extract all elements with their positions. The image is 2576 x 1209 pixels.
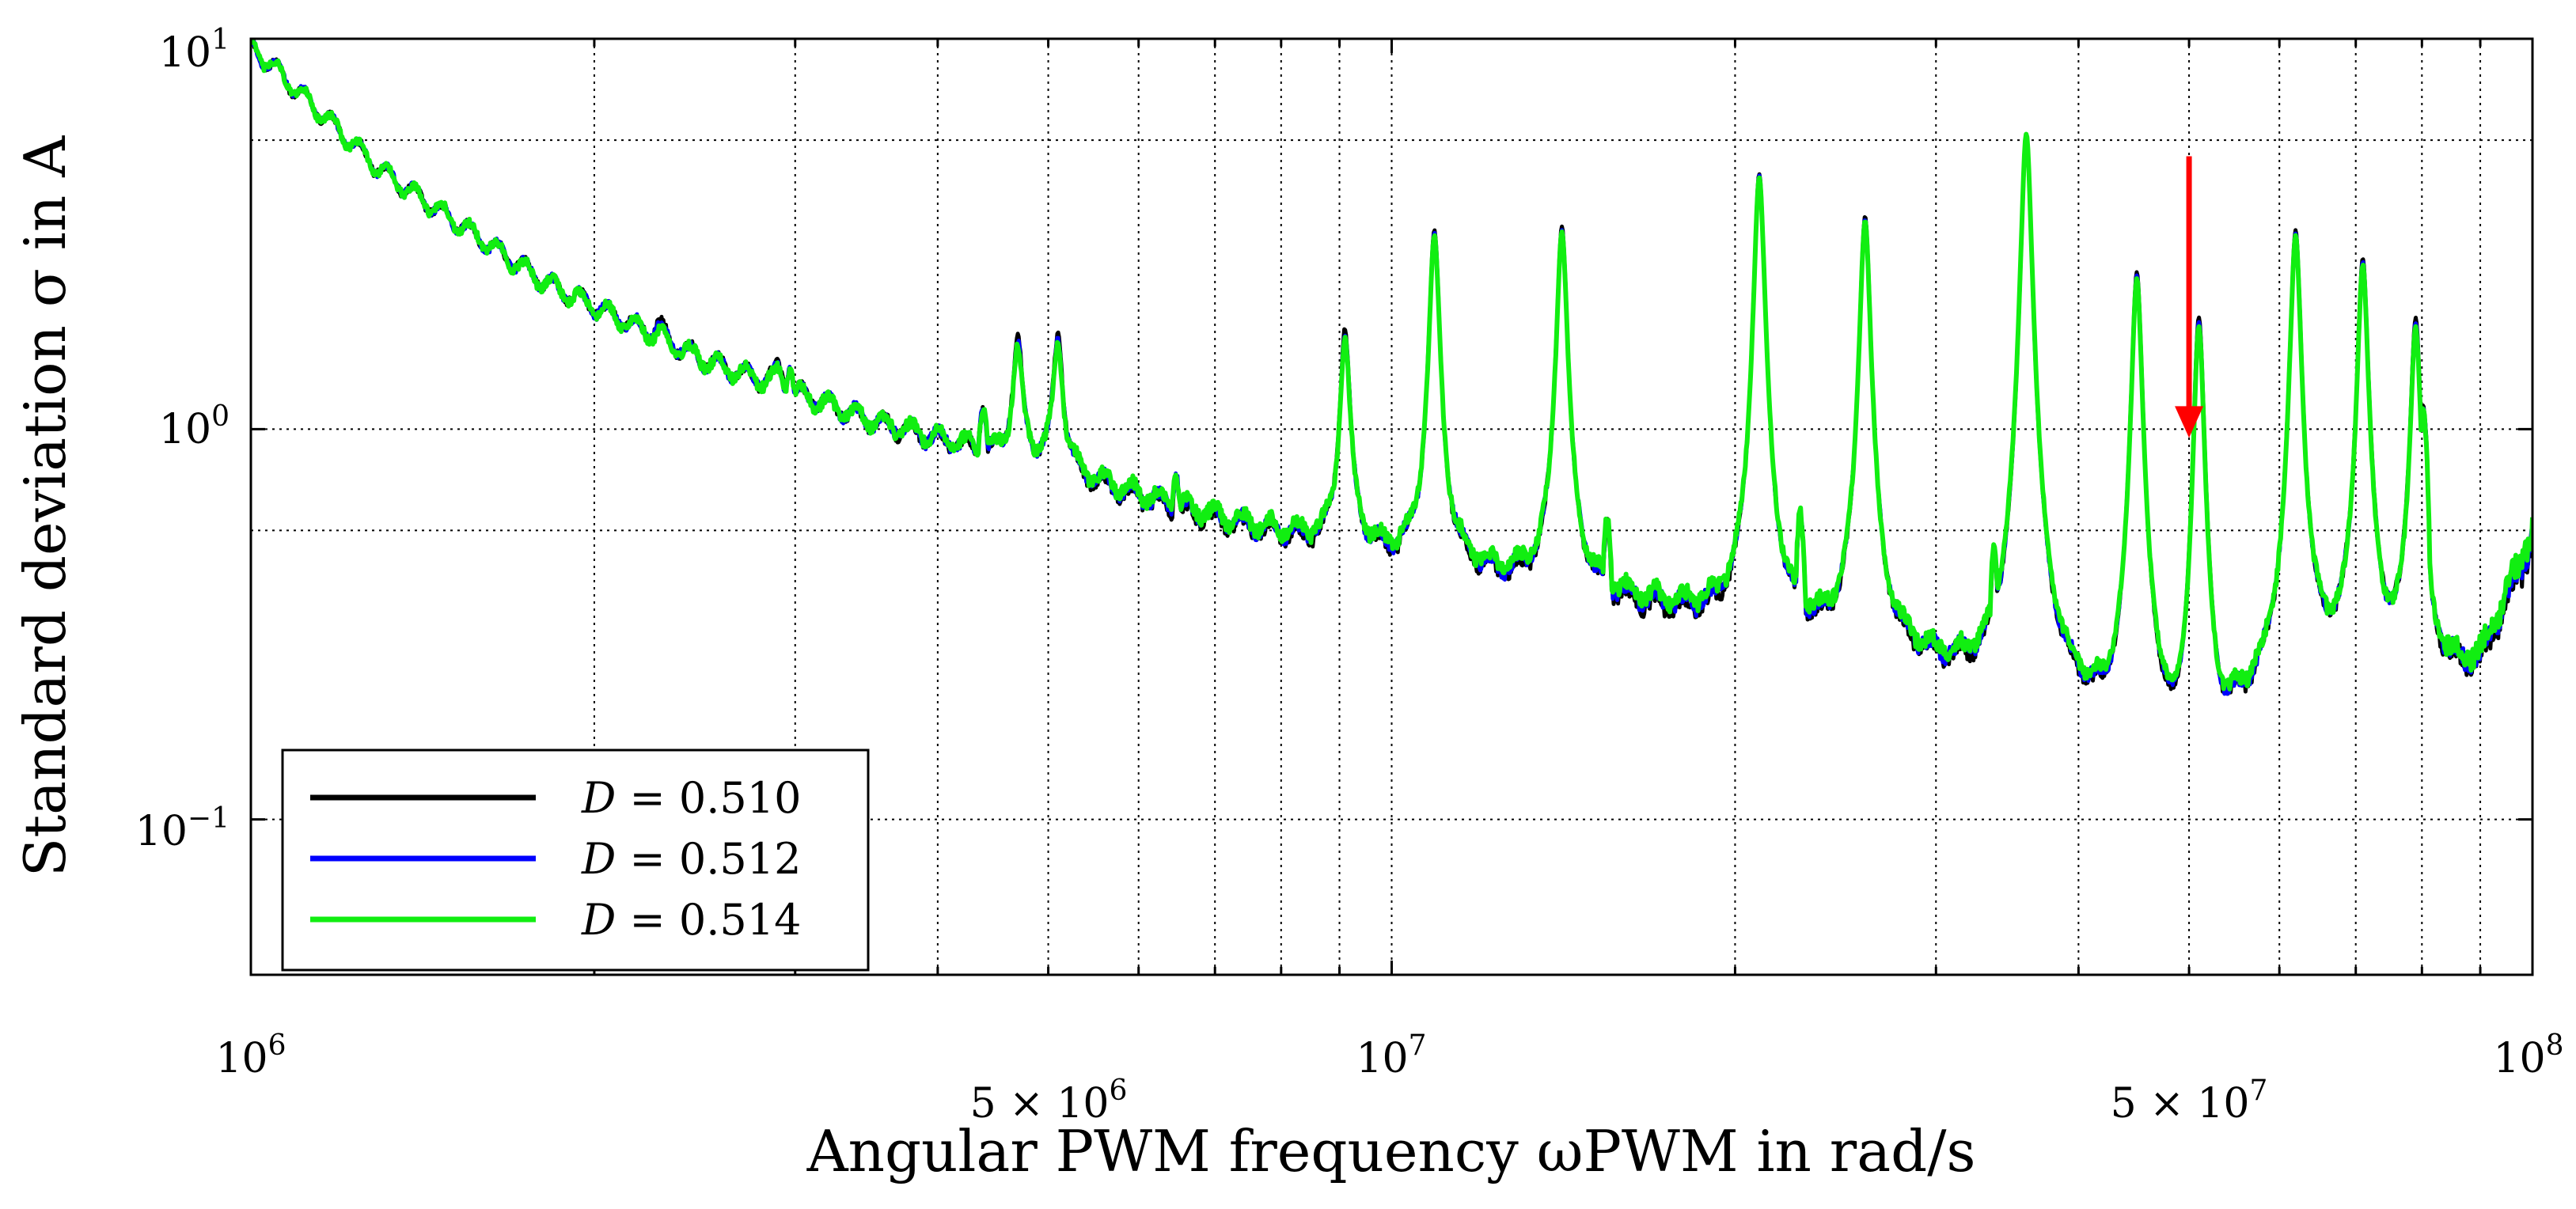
y-tick-label: 100 (159, 400, 230, 453)
x-tick-label: 5 × 106 (970, 1074, 1128, 1128)
legend-label-0510: D = 0.510 (581, 773, 801, 823)
annotation-arrow-head (2175, 406, 2204, 438)
y-tick-label: 101 (159, 24, 230, 77)
x-tick-labels: 106 5 × 106 107 5 × 107 108 (215, 1029, 2563, 1128)
series-line-0514 (251, 39, 2532, 692)
annotation-layer (2175, 156, 2204, 438)
series-layer (251, 39, 2532, 696)
x-tick-label: 106 (215, 1029, 286, 1082)
y-tick-labels: 101 100 10−1 (135, 24, 230, 855)
x-tick-label: 107 (1356, 1029, 1426, 1082)
legend: D = 0.510 D = 0.512 D = 0.514 (281, 749, 870, 972)
x-axis-label: Angular PWM frequency ωPWM in rad/s (806, 1118, 1976, 1184)
legend-label-0512: D = 0.512 (581, 834, 801, 884)
x-tick-label: 5 × 107 (2111, 1074, 2268, 1128)
y-tick-label: 10−1 (135, 802, 230, 855)
x-tick-label: 108 (2493, 1029, 2563, 1082)
y-axis-label: Standard deviation σ in A (12, 135, 78, 877)
legend-label-0514: D = 0.514 (581, 895, 801, 945)
